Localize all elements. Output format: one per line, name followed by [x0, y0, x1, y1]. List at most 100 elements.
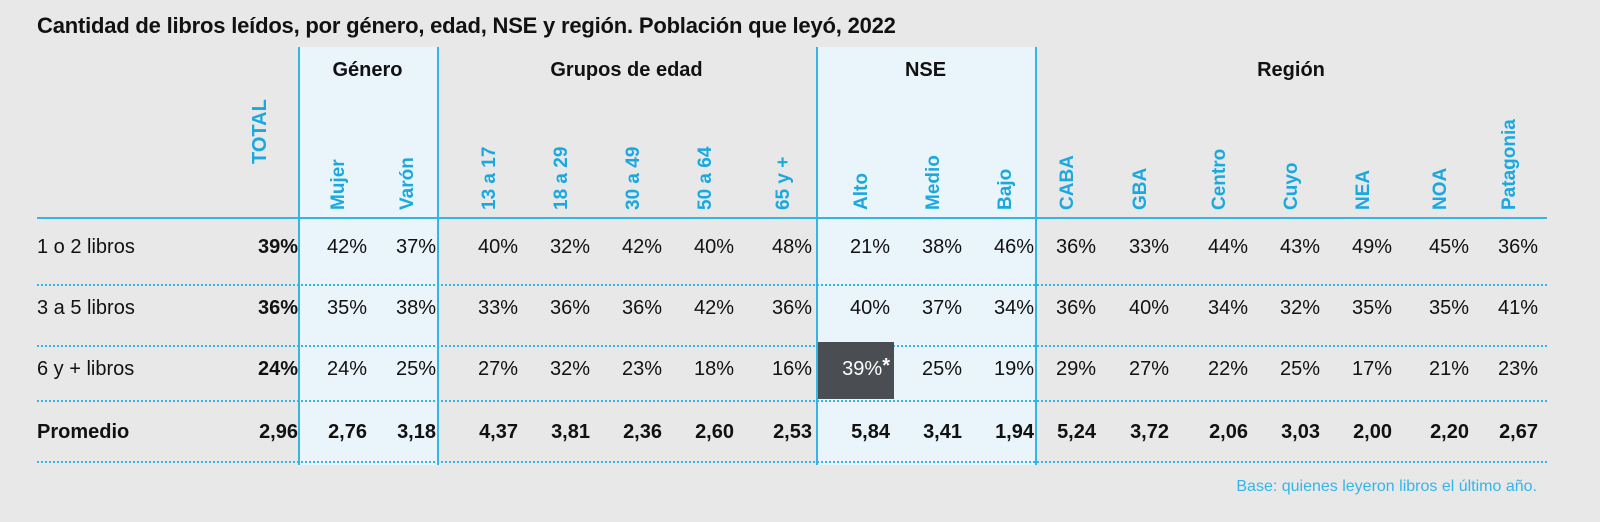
table-cell: 25%	[395, 358, 436, 380]
table-cell: 36%	[621, 297, 662, 319]
table-cell: 3,81	[551, 421, 590, 443]
table-cell: 3,41	[923, 421, 962, 443]
table-cell: 32%	[1279, 297, 1320, 319]
table-cell: 40%	[693, 236, 734, 258]
table-cell: 2,06	[1209, 421, 1248, 443]
table-cell: 29%	[1055, 358, 1096, 380]
cell-total: 2,96	[259, 421, 298, 443]
column-header: Cuyo	[1281, 162, 1302, 211]
footnote: Base: quienes leyeron libros el último a…	[1236, 478, 1537, 495]
table-cell: 33%	[1128, 236, 1169, 258]
table-cell: 5,24	[1057, 421, 1096, 443]
table-cell: 17%	[1351, 358, 1392, 380]
group-separator-3	[1035, 47, 1037, 465]
table-cell: 3,18	[397, 421, 436, 443]
column-header-total: TOTAL	[249, 99, 271, 164]
table-cell: 36%	[1055, 236, 1096, 258]
cell-total: 39%	[257, 236, 298, 258]
table-cell: 40%	[1128, 297, 1169, 319]
column-header: CABA	[1057, 155, 1078, 210]
column-header: Bajo	[995, 168, 1016, 210]
table-cell: 42%	[326, 236, 367, 258]
column-header: Patagonia	[1499, 119, 1520, 210]
group-title: NSE	[904, 59, 947, 81]
row-rule-0	[37, 284, 1547, 286]
table-cell: 37%	[395, 236, 436, 258]
table-cell: 2,53	[773, 421, 812, 443]
cell-total: 36%	[257, 297, 298, 319]
table-cell: 42%	[693, 297, 734, 319]
table-cell: 2,67	[1499, 421, 1538, 443]
table-cell: 36%	[1055, 297, 1096, 319]
column-header: Medio	[923, 155, 944, 210]
column-header: 50 a 64	[695, 146, 716, 210]
table-cell: 39%*	[810, 355, 890, 381]
table-cell: 48%	[771, 236, 812, 258]
header-rule	[37, 217, 1547, 219]
column-header: Centro	[1209, 148, 1230, 210]
table-cell: 18%	[693, 358, 734, 380]
table-cell: 38%	[395, 297, 436, 319]
table-cell: 27%	[477, 358, 518, 380]
table-cell: 36%	[549, 297, 590, 319]
row-rule-1	[37, 345, 1547, 347]
row-label: 3 a 5 libros	[37, 297, 135, 319]
column-header: GBA	[1130, 167, 1151, 210]
column-header: 13 a 17	[479, 146, 500, 210]
group-separator-0	[298, 47, 300, 465]
table-cell: 32%	[549, 358, 590, 380]
table-cell: 16%	[771, 358, 812, 380]
table-cell: 3,03	[1281, 421, 1320, 443]
table-cell: 46%	[993, 236, 1034, 258]
table-cell: 40%	[477, 236, 518, 258]
table-cell: 36%	[771, 297, 812, 319]
chart-title: Cantidad de libros leídos, por género, e…	[37, 13, 896, 38]
table-cell: 32%	[549, 236, 590, 258]
table-cell: 3,72	[1130, 421, 1169, 443]
table-cell: 1,94	[995, 421, 1034, 443]
column-header: NEA	[1353, 169, 1374, 210]
row-label: 6 y + libros	[37, 358, 135, 380]
cell-value: 39%	[842, 358, 883, 380]
table-cell: 35%	[1351, 297, 1392, 319]
table-cell: 41%	[1497, 297, 1538, 319]
table-cell: 38%	[921, 236, 962, 258]
table-cell: 2,20	[1430, 421, 1469, 443]
table-cell: 5,84	[851, 421, 890, 443]
group-band-0	[298, 47, 437, 465]
table-cell: 19%	[993, 358, 1034, 380]
row-label: Promedio	[37, 421, 130, 443]
table-cell: 40%	[849, 297, 890, 319]
table-cell: 36%	[1497, 236, 1538, 258]
table-cell: 2,76	[328, 421, 367, 443]
table-cell: 45%	[1428, 236, 1469, 258]
cell-total: 24%	[257, 358, 298, 380]
table-cell: 42%	[621, 236, 662, 258]
column-header: NOA	[1430, 167, 1451, 210]
column-header: Varón	[397, 157, 418, 210]
table-cell: 35%	[1428, 297, 1469, 319]
table-cell: 33%	[477, 297, 518, 319]
table-cell: 49%	[1351, 236, 1392, 258]
table-cell: 34%	[1207, 297, 1248, 319]
table-cell: 25%	[921, 358, 962, 380]
table-cell: 24%	[326, 358, 367, 380]
table-cell: 21%	[1428, 358, 1469, 380]
column-header: 18 a 29	[551, 146, 572, 210]
table-cell: 37%	[921, 297, 962, 319]
table-cell: 25%	[1279, 358, 1320, 380]
group-title: Región	[1257, 59, 1325, 81]
table-cell: 43%	[1279, 236, 1320, 258]
row-rule-3	[37, 461, 1547, 463]
table-cell: 23%	[621, 358, 662, 380]
table-cell: 2,00	[1353, 421, 1392, 443]
table-cell: 34%	[993, 297, 1034, 319]
table-cell: 35%	[326, 297, 367, 319]
group-title: Género	[332, 59, 403, 81]
table-cell: 21%	[849, 236, 890, 258]
highlight-cell-bg	[818, 342, 894, 399]
group-title: Grupos de edad	[550, 59, 703, 81]
table-cell: 27%	[1128, 358, 1169, 380]
table-cell: 22%	[1207, 358, 1248, 380]
